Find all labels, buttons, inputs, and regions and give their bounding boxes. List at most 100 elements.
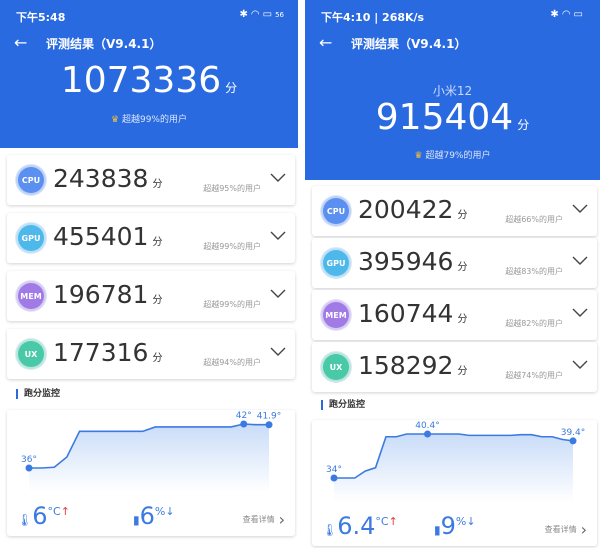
crown-icon: ♛: [111, 115, 120, 125]
chevron-down-icon[interactable]: [571, 303, 589, 321]
wifi-icon: ◠: [561, 9, 574, 20]
temperature-point: [240, 420, 248, 428]
sub-score-value: 177316: [53, 338, 149, 367]
score-card-gpu[interactable]: GPU 455401 分 超越99%的用户: [7, 213, 295, 263]
sub-score-value: 243838: [53, 164, 149, 193]
temperature-chart: 34° 40.4° 39.4°: [326, 421, 586, 502]
sub-score: 395946 分: [358, 247, 467, 276]
status-time: 下午5:48: [16, 11, 66, 24]
arrow-down-icon: ↓: [466, 515, 476, 528]
score-card-mem[interactable]: MEM 196781 分 超越99%的用户: [7, 271, 295, 321]
back-arrow-icon[interactable]: ←: [319, 33, 333, 52]
sub-score: 455401 分: [53, 222, 162, 251]
bluetooth-icon: ✱: [550, 9, 562, 20]
temperature-point: [25, 464, 33, 472]
mem-badge: MEM: [321, 300, 351, 330]
status-time: 下午4:10 | 268K/s: [321, 11, 425, 24]
sub-rank: 超越74%的用户: [505, 371, 563, 380]
temperature-area: [334, 434, 573, 502]
sub-score: 160744 分: [358, 299, 467, 328]
chevron-down-icon[interactable]: [269, 342, 287, 360]
temperature-label: 39.4°: [561, 428, 586, 438]
arrow-down-icon: ↓: [165, 505, 175, 518]
chevron-down-icon[interactable]: [571, 251, 589, 269]
sub-rank: 超越99%的用户: [203, 300, 261, 309]
battery-level: 56: [275, 11, 284, 19]
ux-badge: UX: [321, 352, 351, 382]
monitor-title: 跑分监控: [16, 389, 60, 399]
chevron-down-icon[interactable]: [571, 199, 589, 217]
battery-drop-value: 6: [139, 502, 155, 530]
temperature-point: [330, 474, 338, 482]
battery-drop-value: 9: [440, 512, 456, 540]
chevron-right-icon: ›: [580, 520, 587, 539]
arrow-up-icon: ↑: [388, 515, 398, 528]
chevron-down-icon[interactable]: [269, 284, 287, 302]
chevron-down-icon[interactable]: [269, 226, 287, 244]
score-card-mem[interactable]: MEM 160744 分 超越82%的用户: [312, 290, 597, 340]
gpu-badge: GPU: [321, 248, 351, 278]
thermometer-icon: 🌡: [17, 513, 33, 527]
score-card-ux[interactable]: UX 158292 分 超越74%的用户: [312, 342, 597, 392]
temperature-point: [569, 437, 577, 445]
temperature-label: 41.9°: [257, 412, 282, 422]
temperature-chart: 36° 42° 41.9°: [21, 411, 282, 492]
battery-icon: ▭: [573, 9, 586, 20]
cpu-badge: CPU: [321, 196, 351, 226]
battery-icon: ▭: [262, 9, 276, 20]
back-arrow-icon[interactable]: ←: [14, 33, 28, 52]
battery-unit: %: [455, 515, 467, 528]
total-rank: ♛ 超越99%的用户: [0, 112, 298, 125]
view-details-label: 查看详情: [544, 525, 577, 534]
sub-rank: 超越83%的用户: [505, 267, 563, 276]
temperature-area: [29, 424, 269, 492]
sub-rank: 超越99%的用户: [203, 242, 261, 251]
score-unit: 分: [457, 366, 468, 377]
arrow-up-icon: ↑: [60, 505, 70, 518]
battery-drop: ▮6%↓: [133, 502, 175, 530]
temperature-chart-card: 36° 42° 41.9° 🌡6°C↑ ▮6%↓ 查看详情 ›: [7, 410, 295, 536]
ux-badge: UX: [16, 339, 46, 369]
wifi-icon: ◠: [250, 9, 263, 20]
rank-text: 超越79%的用户: [425, 151, 491, 161]
score-card-cpu[interactable]: CPU 200422 分 超越66%的用户: [312, 186, 597, 236]
temperature-label: 36°: [21, 455, 37, 465]
score-unit: 分: [457, 262, 468, 273]
temperature-line: [29, 423, 269, 469]
score-card-cpu[interactable]: CPU 243838 分 超越95%的用户: [7, 155, 295, 205]
total-rank: ♛ 超越79%的用户: [305, 148, 600, 161]
chevron-down-icon[interactable]: [269, 168, 287, 186]
chevron-down-icon[interactable]: [571, 355, 589, 373]
sub-rank: 超越95%的用户: [203, 184, 261, 193]
sub-score-value: 160744: [358, 299, 454, 328]
temperature-line: [334, 433, 574, 479]
temperature-label: 40.4°: [415, 421, 440, 431]
sub-score: 200422 分: [358, 195, 467, 224]
temperature-rise: 🌡6°C↑: [17, 502, 70, 530]
view-details-link[interactable]: 查看详情 ›: [545, 520, 587, 539]
view-details-link[interactable]: 查看详情 ›: [243, 510, 285, 529]
total-score-value: 915404: [375, 97, 514, 138]
temperature-rise: 🌡6.4°C↑: [322, 512, 398, 540]
device-model: 小米12: [432, 84, 473, 98]
score-card-ux[interactable]: UX 177316 分 超越94%的用户: [7, 329, 295, 379]
score-card-gpu[interactable]: GPU 395946 分 超越83%的用户: [312, 238, 597, 288]
score-unit: 分: [225, 81, 238, 95]
sub-score-value: 196781: [53, 280, 149, 309]
sub-score: 243838 分: [53, 164, 162, 193]
benchmark-result-screen: 下午5:48 ✱◠▭56 ← 评测结果（V9.4.1） 1073336 分 ♛ 超…: [0, 0, 298, 548]
temp-rise-value: 6.4: [337, 512, 376, 540]
battery-icon: ▮: [434, 523, 441, 537]
page-title: 评测结果（V9.4.1）: [46, 37, 162, 51]
score-unit: 分: [152, 237, 163, 248]
status-icons: ✱◠▭: [550, 9, 586, 20]
gpu-badge: GPU: [16, 223, 46, 253]
temperature-label: 42°: [236, 411, 252, 421]
temperature-label: 34°: [326, 465, 342, 475]
battery-drop: ▮9%↓: [434, 512, 476, 540]
chevron-right-icon: ›: [278, 510, 285, 529]
status-icons: ✱◠▭56: [240, 9, 285, 20]
temp-rise-value: 6: [32, 502, 48, 530]
result-header: 下午4:10 | 268K/s ✱◠▭ ← 评测结果（V9.4.1） 小米12 …: [305, 0, 600, 180]
total-score-value: 1073336: [60, 60, 222, 101]
